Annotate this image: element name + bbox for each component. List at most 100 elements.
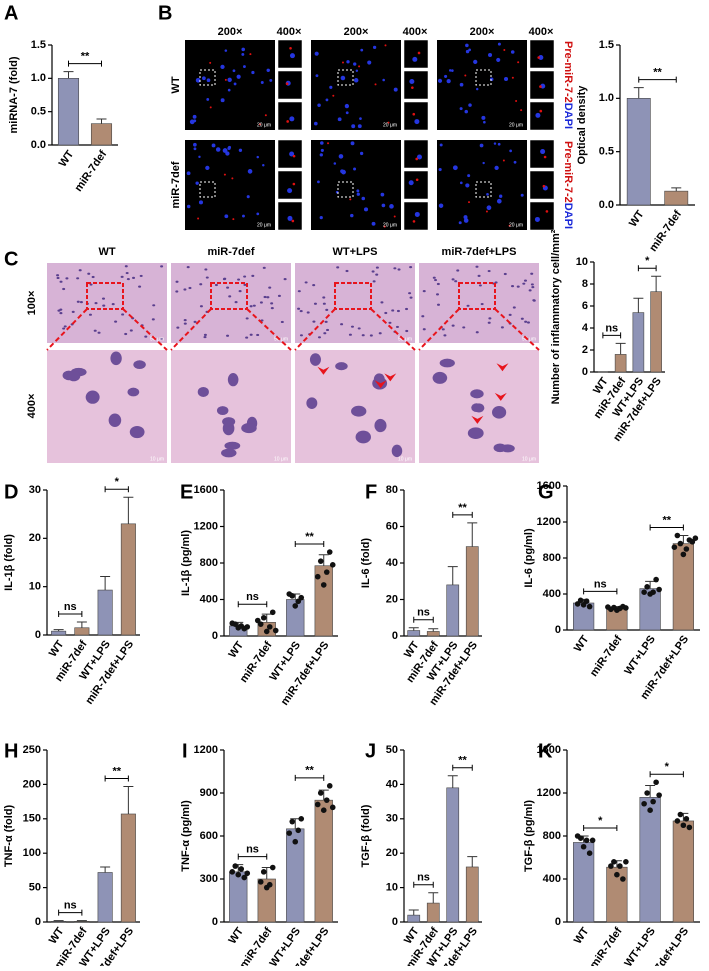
cell — [488, 317, 492, 320]
signal — [393, 215, 396, 218]
nucleus — [380, 192, 385, 197]
y-tick-label: 0 — [35, 916, 41, 928]
data-point — [320, 582, 327, 588]
cell — [393, 267, 397, 270]
nucleus — [198, 155, 201, 159]
cell — [226, 286, 230, 289]
y-tick-label: 2 — [582, 344, 588, 356]
cell — [345, 269, 349, 273]
significance-bracket — [104, 486, 129, 493]
y-axis-label: TGF-β (fold) — [360, 804, 372, 867]
cell — [263, 295, 267, 299]
nucleus — [439, 143, 443, 147]
cell — [531, 286, 535, 289]
x-tick-label: WT — [47, 638, 67, 659]
cell — [87, 272, 91, 275]
cell — [432, 276, 436, 279]
cell — [361, 334, 365, 337]
bar — [90, 123, 113, 146]
histology-400x — [47, 350, 167, 463]
nucleus — [382, 78, 385, 82]
neuron — [493, 443, 507, 453]
cell — [203, 335, 207, 339]
cell — [159, 337, 163, 340]
cell — [245, 317, 249, 320]
nucleus — [393, 87, 398, 92]
zoom-image — [403, 101, 429, 131]
significance-bracket — [583, 588, 618, 595]
nucleus — [260, 81, 264, 85]
cell — [322, 302, 326, 305]
neuron — [127, 387, 140, 397]
zoom-image — [403, 39, 429, 69]
cell — [139, 274, 143, 278]
data-point — [617, 863, 623, 869]
significance-label: ns — [594, 578, 607, 590]
nucleus — [476, 87, 479, 91]
zoom-box — [334, 282, 372, 310]
nucleus — [353, 167, 357, 171]
cell — [323, 332, 327, 335]
signal — [502, 159, 505, 162]
nucleus — [215, 147, 221, 152]
nucleus — [333, 162, 337, 165]
cell — [369, 334, 373, 337]
nucleus — [416, 154, 422, 160]
significance-bracket — [602, 332, 622, 339]
zoom-box — [458, 282, 496, 310]
significance-label: * — [645, 255, 650, 267]
nucleus — [353, 78, 359, 83]
zoom-box — [86, 282, 124, 310]
y-tick-label: 0 — [392, 916, 398, 928]
cell — [243, 275, 247, 278]
data-point — [257, 879, 264, 885]
cell — [126, 277, 130, 281]
nucleus — [289, 53, 295, 59]
signal — [332, 94, 335, 97]
significance-bracket — [294, 774, 325, 781]
nucleus — [357, 124, 362, 129]
error-bar — [96, 118, 107, 124]
cell — [528, 289, 532, 292]
bar — [97, 589, 113, 636]
cell — [487, 269, 491, 273]
cell — [409, 296, 413, 299]
cell — [422, 290, 426, 293]
cell — [422, 328, 426, 331]
x-tick-label: WT — [572, 925, 592, 946]
row-label: miR-7def — [170, 161, 182, 208]
stain-red: Pre-miR-7-2 — [562, 41, 574, 103]
signal — [223, 173, 226, 176]
cell — [475, 265, 479, 268]
y-tick-label: 1600 — [537, 744, 561, 756]
cell — [176, 326, 180, 329]
y-tick-label: 4 — [582, 322, 589, 334]
cell — [277, 294, 281, 297]
cell — [487, 321, 491, 324]
data-point — [241, 874, 248, 881]
histology-100x — [47, 263, 167, 343]
nucleus — [220, 64, 225, 70]
scale-bar-label: 50 μm — [274, 336, 288, 342]
signal — [224, 78, 227, 81]
signal — [485, 210, 488, 213]
cell — [508, 313, 512, 317]
nucleus — [540, 149, 546, 155]
data-point — [677, 811, 684, 818]
cell — [511, 285, 515, 288]
signal — [539, 85, 542, 88]
bar — [465, 866, 479, 923]
x-tick-label: WT — [572, 633, 592, 654]
neuron — [391, 444, 403, 458]
cell — [313, 302, 317, 305]
cell — [512, 306, 516, 309]
nucleus — [481, 115, 486, 120]
cell — [436, 282, 440, 286]
cell — [397, 268, 401, 271]
y-tick-label: 1200 — [537, 787, 561, 799]
significance-label: ns — [246, 591, 259, 603]
cell — [144, 335, 148, 338]
neuron — [85, 390, 100, 404]
stain-label: Pre-miR-7-2DAPI — [562, 41, 574, 129]
cell — [478, 284, 482, 287]
